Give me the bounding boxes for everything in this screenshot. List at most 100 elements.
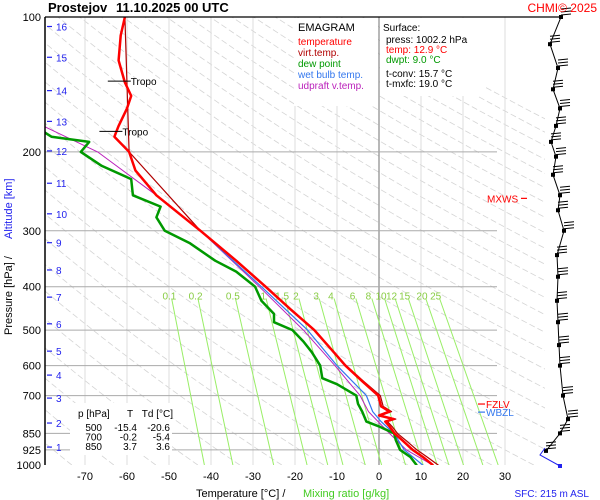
wind-barb-icon	[550, 132, 562, 135]
wind-barbs	[539, 7, 579, 468]
dry-adiabat	[45, 81, 545, 409]
wind-staff	[557, 210, 565, 231]
series-wet-bulb-temp-	[156, 194, 424, 465]
wind-barb-icon	[555, 122, 567, 125]
wind-level-dot	[557, 343, 561, 348]
wind-level-dot	[549, 139, 553, 144]
legend-item: wet bulb temp.	[297, 70, 363, 81]
wind-barb-icon	[552, 171, 564, 174]
surface-press: press: 1002.2 hPa	[386, 35, 468, 46]
wind-barb-icon	[557, 267, 569, 270]
wind-barb-icon	[558, 341, 570, 344]
mixing-ratio-line	[298, 298, 344, 465]
mixing-ratio-label: 6	[350, 292, 356, 303]
mixing-ratio-line	[234, 298, 275, 465]
wind-staff	[550, 141, 557, 157]
mixing-ratio-label: 3	[313, 292, 319, 303]
wind-barb-icon	[559, 191, 571, 194]
dry-adiabat	[231, 17, 545, 203]
table-cell: -0.2	[120, 433, 138, 444]
wind-level-dot	[555, 298, 559, 303]
wind-level-dot	[562, 228, 566, 233]
wind-staff	[555, 108, 561, 126]
wind-barb-icon	[559, 362, 571, 365]
surface-temp: temp: 12.9 °C	[386, 45, 447, 56]
wind-barb-icon	[560, 13, 572, 16]
mixing-ratio-label: 0.2	[189, 292, 203, 303]
wind-barb-icon	[556, 291, 568, 294]
wind-barb-icon	[556, 245, 568, 248]
wind-barb-icon	[559, 423, 571, 426]
wind-level-dot	[556, 274, 560, 279]
mixing-ratio-label: 12	[386, 292, 398, 303]
wind-level-dot	[556, 66, 560, 71]
altitude-tick-label: 10	[56, 210, 68, 221]
x-tick-label: -60	[119, 471, 135, 483]
altitude-tick-label: 3	[56, 394, 62, 405]
mixing-ratio-label: 4	[328, 292, 334, 303]
wind-staff	[552, 67, 559, 90]
wind-staff	[556, 255, 559, 277]
wind-barb-icon	[555, 119, 567, 122]
x-tick-label: -30	[245, 471, 261, 483]
profile-series	[45, 17, 439, 465]
x-tick-label: 0	[376, 471, 382, 483]
wind-barb-icon	[556, 251, 568, 254]
wind-barb-icon	[545, 447, 557, 450]
y-axis-title: Pressure [hPa] /	[3, 255, 15, 335]
x-tick-label: 10	[415, 471, 427, 483]
wind-barb-icon	[558, 338, 570, 341]
mixing-ratio-label: 20	[416, 292, 428, 303]
table-cell: 500	[85, 423, 102, 434]
legend-title: EMAGRAM	[298, 22, 355, 34]
dry-adiabat	[45, 61, 545, 389]
dry-adiabat	[57, 17, 545, 333]
legend-item: dew point	[298, 59, 341, 70]
table-header: Td [°C]	[142, 409, 173, 420]
wind-level-dot	[558, 363, 562, 368]
surface-tconv: t-conv: 15.7 °C	[386, 69, 452, 80]
dry-adiabat	[122, 17, 545, 282]
x-axis-title: Temperature [°C] /	[196, 488, 286, 500]
wind-barb-icon	[563, 224, 575, 227]
level-table: p [hPa] T Td [°C] 500 -15.4 -20.6 700 -0.2 -5.4 8…	[78, 409, 173, 453]
altitude-tick-label: 11	[56, 179, 67, 190]
wind-barb-icon	[556, 248, 568, 251]
wind-barb-icon	[559, 429, 571, 432]
wind-barb-icon	[560, 10, 572, 13]
y-tick-label: 500	[23, 325, 41, 337]
table-header: T	[127, 409, 133, 420]
wind-staff	[558, 345, 561, 366]
surface-wind-dot	[558, 464, 562, 468]
wind-barb-icon	[557, 61, 569, 64]
wind-level-dot	[558, 431, 562, 436]
datetime: 11.10.2025 00 UTC	[116, 0, 229, 15]
legend-item: udpraft v.temp.	[298, 81, 364, 92]
wind-barb-icon	[559, 188, 571, 191]
wind-level-dot	[548, 42, 552, 47]
altitude-tick-label: 12	[56, 147, 68, 158]
dry-adiabat	[101, 17, 545, 298]
table-cell: -5.4	[153, 433, 171, 444]
wind-barb-icon	[559, 359, 571, 362]
y-tick-label: 200	[23, 147, 41, 159]
wind-level-dot	[554, 123, 558, 128]
wind-barb-icon	[550, 138, 562, 141]
wind-staff	[562, 395, 569, 420]
mixing-ratio-label: 15	[399, 292, 411, 303]
table-cell: 700	[85, 433, 102, 444]
x-tick-label: -20	[287, 471, 303, 483]
wind-barb-icon	[562, 386, 574, 389]
wind-barb-icon	[557, 312, 569, 315]
wind-barb-icon	[552, 85, 564, 88]
dry-adiabat	[45, 122, 545, 450]
mixing-ratio-label: 8	[366, 292, 372, 303]
wind-level-dot	[566, 417, 570, 422]
wind-staff	[552, 156, 557, 175]
surface-elevation: SFC: 215 m ASL	[515, 489, 590, 500]
wind-barb-icon	[567, 415, 579, 418]
wind-barb-icon	[562, 389, 574, 392]
